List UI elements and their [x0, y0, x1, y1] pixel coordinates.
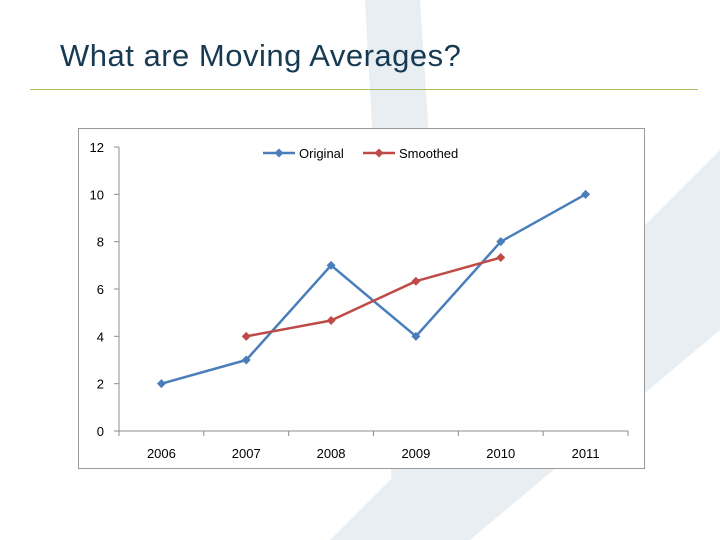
x-tick-label: 2011	[572, 446, 600, 461]
y-tick-label: 2	[97, 377, 104, 392]
data-point-smoothed	[496, 253, 506, 263]
x-tick-label: 2009	[401, 446, 430, 461]
data-point-original	[496, 237, 506, 247]
series-line-original	[161, 193, 587, 385]
data-point-smoothed	[241, 331, 251, 341]
data-point-original	[156, 379, 166, 389]
x-tick-label: 2010	[486, 446, 515, 461]
y-tick-label: 6	[97, 282, 104, 297]
x-tick-label: 2006	[147, 446, 176, 461]
data-point-original	[581, 189, 591, 199]
y-tick-label: 10	[90, 187, 104, 202]
legend-marker-smoothed	[374, 148, 384, 158]
y-tick-label: 0	[97, 424, 104, 439]
chart-legend: Original Smoothed	[263, 146, 458, 161]
series-smoothed	[241, 253, 506, 341]
title-divider	[30, 89, 698, 90]
data-point-original	[411, 331, 421, 341]
chart-frame	[78, 128, 645, 469]
x-tick-label: 2007	[232, 446, 261, 461]
data-point-original	[241, 355, 251, 365]
legend-label-smoothed: Smoothed	[399, 146, 458, 161]
legend-item-smoothed: Smoothed	[363, 146, 458, 161]
chart-axes: 0 2 4 6 8 10 12 2006 2007 2008 2009 2010 2011	[90, 140, 629, 461]
x-tick-label: 2008	[317, 446, 346, 461]
data-point-original	[326, 260, 336, 270]
legend-label-original: Original	[299, 146, 344, 161]
data-point-smoothed	[326, 315, 336, 325]
data-point-smoothed	[411, 276, 421, 286]
chart-series	[156, 189, 591, 389]
legend-marker-original	[274, 148, 284, 158]
series-original	[156, 189, 591, 389]
y-tick-label: 12	[90, 140, 104, 155]
slide-title: What are Moving Averages?	[60, 38, 462, 73]
series-line-smoothed	[246, 256, 502, 338]
legend-item-original: Original	[263, 146, 344, 161]
y-tick-label: 4	[97, 329, 104, 344]
y-tick-label: 8	[97, 235, 104, 250]
